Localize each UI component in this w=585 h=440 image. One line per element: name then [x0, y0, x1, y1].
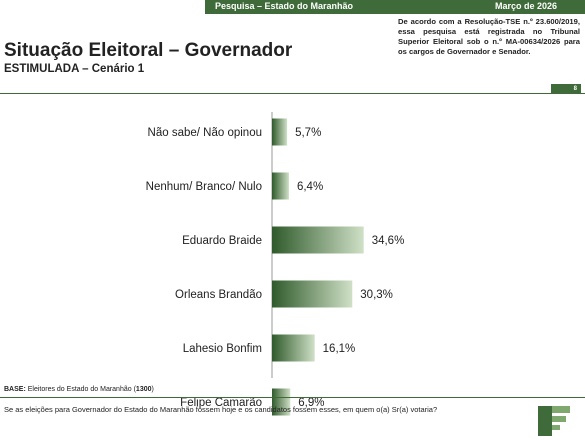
- page-number-badge: 8: [551, 84, 581, 94]
- base-close: ): [151, 386, 154, 393]
- category-label: Orleans Brandão: [175, 289, 262, 301]
- base-count: 1300: [135, 386, 152, 393]
- value-label: 16,1%: [323, 343, 356, 355]
- bar: [272, 280, 353, 308]
- company-logo: [538, 406, 570, 436]
- value-label: 30,3%: [360, 289, 393, 301]
- bar: [272, 226, 364, 254]
- page-subtitle: ESTIMULADA – Cenário 1: [4, 63, 145, 75]
- footer-divider: [0, 397, 585, 398]
- category-label: Nenhum/ Branco/ Nulo: [146, 181, 262, 193]
- header-bar: Pesquisa – Estado do Maranhão Março de 2…: [205, 0, 585, 14]
- bar: [272, 388, 291, 416]
- base-label: BASE:: [4, 386, 26, 393]
- category-label: Não sabe/ Não opinou: [148, 127, 262, 139]
- value-label: 34,6%: [372, 235, 405, 247]
- base-text: Eleitores do Estado do Maranhão (: [27, 386, 136, 393]
- value-label: 5,7%: [295, 127, 321, 139]
- bar: [272, 334, 315, 362]
- header-date: Março de 2026: [495, 1, 558, 11]
- category-label: Felipe Camarão: [180, 397, 262, 409]
- header-survey-label: Pesquisa – Estado do Maranhão: [215, 1, 354, 11]
- survey-question: Se as eleições para Governador do Estado…: [4, 405, 438, 414]
- category-label: Lahesio Bonfim: [183, 343, 262, 355]
- registration-note: De acordo com a Resolução-TSE n.º 23.600…: [398, 17, 580, 56]
- base-footnote: BASE: Eleitores do Estado do Maranhão (1…: [4, 386, 154, 393]
- value-label: 6,9%: [298, 397, 324, 409]
- bar: [272, 118, 288, 146]
- bar: [272, 172, 289, 200]
- value-label: 6,4%: [297, 181, 323, 193]
- header-divider: [0, 93, 585, 94]
- page-title: Situação Eleitoral – Governador: [4, 40, 293, 61]
- category-label: Eduardo Braide: [182, 235, 262, 247]
